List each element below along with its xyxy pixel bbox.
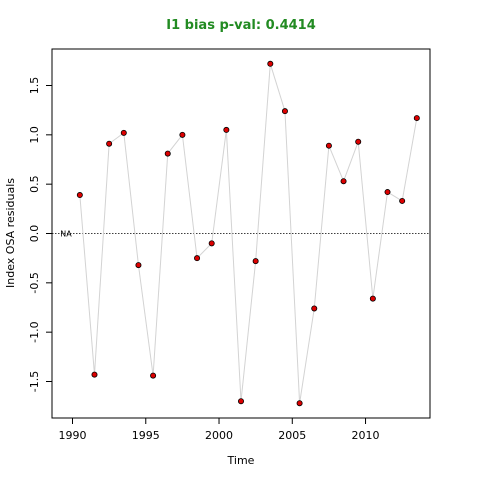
data-point: [399, 197, 406, 204]
series-segment: [167, 134, 183, 154]
data-point: [164, 150, 171, 157]
data-point: [252, 258, 259, 265]
series-segment: [343, 141, 359, 182]
y-tick-label: 1.5: [28, 77, 41, 95]
series-segment: [328, 145, 345, 182]
data-point: [120, 129, 127, 136]
data-point: [106, 140, 113, 147]
x-tick-label: 1995: [132, 429, 160, 442]
y-tick-label: -1.5: [28, 371, 41, 392]
series-segment: [123, 132, 139, 266]
data-point: [369, 295, 376, 302]
y-tick-label: 1.0: [28, 126, 41, 144]
x-tick-label: 2005: [278, 429, 306, 442]
y-axis: -1.5 -1.0 -0.5 0.0 0.5 1.0 1.5: [28, 77, 53, 392]
series-segment: [93, 143, 110, 375]
data-point: [223, 126, 230, 133]
data-point: [413, 115, 420, 122]
series-segment: [299, 308, 315, 404]
zero-line-label: NA: [60, 230, 72, 239]
data-point: [76, 192, 83, 199]
data-point: [91, 371, 98, 378]
data-point: [355, 138, 362, 145]
data-point: [179, 131, 186, 138]
series-segment: [357, 141, 374, 299]
y-tick-label: 0.0: [28, 225, 41, 243]
data-point: [135, 262, 142, 269]
x-tick-label: 2010: [352, 429, 380, 442]
chart-title: I1 bias p-val: 0.4414: [166, 18, 316, 33]
series-segment: [372, 191, 389, 299]
series-segment: [255, 63, 271, 262]
series-line-group: [79, 63, 418, 404]
x-tick-label: 1990: [59, 429, 87, 442]
x-axis-label: Time: [227, 454, 255, 467]
series-segment: [108, 132, 125, 145]
series-segment: [269, 63, 286, 112]
data-points-group: [76, 60, 420, 407]
series-segment: [211, 129, 227, 244]
y-tick-label: -1.0: [28, 321, 41, 342]
data-point: [194, 255, 201, 262]
series-segment: [152, 153, 169, 376]
data-point: [281, 108, 288, 115]
series-segment: [240, 261, 257, 402]
series-segment: [313, 145, 330, 309]
series-segment: [196, 243, 213, 259]
data-point: [237, 398, 244, 405]
x-axis: 1990 1995 2000 2005 2010: [59, 417, 380, 442]
data-point: [208, 240, 215, 247]
series-segment: [181, 134, 198, 259]
series-segment: [225, 129, 242, 402]
data-point: [311, 305, 318, 312]
data-point: [267, 60, 274, 67]
series-segment: [137, 265, 154, 376]
series-segment: [401, 117, 418, 202]
y-tick-label: 0.5: [28, 175, 41, 193]
data-point: [325, 142, 332, 149]
x-tick-label: 2000: [205, 429, 233, 442]
series-segment: [79, 194, 95, 375]
data-point: [150, 372, 157, 379]
data-point: [296, 400, 303, 407]
y-axis-label: Index OSA residuals: [4, 178, 17, 288]
series-segment: [284, 111, 301, 404]
y-tick-label: -0.5: [28, 272, 41, 293]
data-point: [384, 189, 391, 196]
data-point: [340, 178, 347, 185]
